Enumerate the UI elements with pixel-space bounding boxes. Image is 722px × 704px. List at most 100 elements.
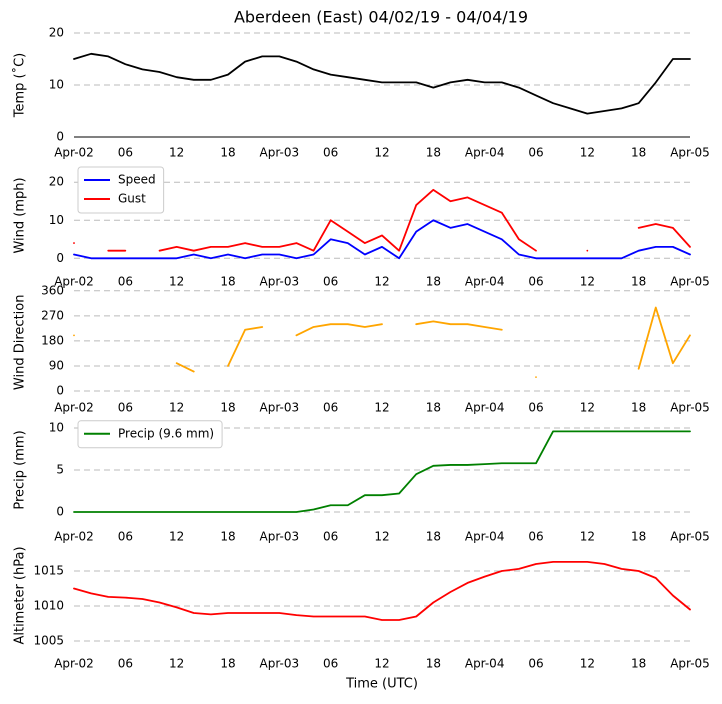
x-tick-label: 12 <box>580 146 595 160</box>
x-tick-label: 18 <box>631 146 646 160</box>
x-tick-label: 18 <box>426 530 441 544</box>
x-tick-label: Apr-04 <box>465 657 505 671</box>
y-tick-label: 10 <box>49 78 64 92</box>
x-tick-label: Apr-02 <box>54 401 94 415</box>
x-tick-label: 12 <box>374 530 389 544</box>
x-tick-label: 06 <box>323 657 338 671</box>
x-tick-label: Apr-05 <box>670 530 710 544</box>
data-line <box>73 306 691 379</box>
x-tick-label: 06 <box>323 146 338 160</box>
x-tick-label: 18 <box>220 530 235 544</box>
data-line <box>73 219 691 260</box>
x-tick-label: Apr-03 <box>260 657 300 671</box>
x-tick-label: Apr-03 <box>260 146 300 160</box>
y-tick-label: 1015 <box>33 564 64 578</box>
legend-label: Gust <box>118 192 146 206</box>
x-tick-label: Apr-03 <box>260 275 300 289</box>
x-tick-label: 18 <box>220 657 235 671</box>
data-line <box>73 52 691 115</box>
x-tick-label: Apr-04 <box>465 530 505 544</box>
x-tick-label: 12 <box>374 657 389 671</box>
x-tick-label: 12 <box>374 146 389 160</box>
x-tick-label: 18 <box>426 146 441 160</box>
y-tick-label: 270 <box>41 308 64 322</box>
x-tick-label: 18 <box>631 401 646 415</box>
y-tick-label: 1010 <box>33 599 64 613</box>
legend: Speed Gust <box>77 166 165 214</box>
x-tick-label: 12 <box>374 275 389 289</box>
legend: Precip (9.6 mm) <box>77 420 223 449</box>
x-tick-label: 18 <box>631 657 646 671</box>
y-tick-label: 20 <box>49 26 64 40</box>
x-tick-label: 06 <box>118 657 133 671</box>
x-tick-label: Apr-02 <box>54 275 94 289</box>
y-axis-label: Wind (mph) <box>13 177 28 253</box>
x-tick-label: 06 <box>528 275 543 289</box>
x-tick-label: 06 <box>323 275 338 289</box>
y-tick-label: 0 <box>56 505 64 519</box>
x-tick-label: Apr-04 <box>465 401 505 415</box>
y-axis-label: Precip (mm) <box>13 430 28 509</box>
x-tick-label: 18 <box>220 146 235 160</box>
x-tick-label: 18 <box>220 401 235 415</box>
x-tick-label: 18 <box>426 401 441 415</box>
legend-box <box>77 166 165 214</box>
y-axis-label: Wind Direction <box>13 295 28 391</box>
data-line <box>73 188 691 252</box>
legend-box <box>77 420 223 449</box>
x-tick-label: 12 <box>580 657 595 671</box>
x-tick-label: 18 <box>426 657 441 671</box>
y-tick-label: 1005 <box>33 634 64 648</box>
x-tick-label: 12 <box>580 401 595 415</box>
y-tick-label: 0 <box>56 251 64 265</box>
x-tick-label: Apr-03 <box>260 401 300 415</box>
x-tick-label: 06 <box>118 401 133 415</box>
x-tick-label: Apr-02 <box>54 146 94 160</box>
x-tick-label: 12 <box>169 657 184 671</box>
x-tick-label: 06 <box>528 146 543 160</box>
y-tick-label: 5 <box>56 463 64 477</box>
x-tick-label: 06 <box>118 146 133 160</box>
chart-title: Aberdeen (East) 04/02/19 - 04/04/19 <box>234 8 528 27</box>
x-tick-label: 12 <box>169 146 184 160</box>
x-tick-label: 12 <box>169 275 184 289</box>
x-tick-label: 18 <box>426 275 441 289</box>
x-tick-label: 18 <box>631 275 646 289</box>
y-tick-label: 0 <box>56 384 64 398</box>
x-axis-label: Time (UTC) <box>345 677 418 692</box>
legend-label: Speed <box>118 173 156 187</box>
x-tick-label: Apr-02 <box>54 657 94 671</box>
x-tick-label: Apr-02 <box>54 530 94 544</box>
y-tick-label: 20 <box>49 175 64 189</box>
y-axis-label: Altimeter (hPa) <box>13 546 28 644</box>
y-tick-label: 10 <box>49 213 64 227</box>
x-tick-label: 18 <box>631 530 646 544</box>
x-tick-label: Apr-04 <box>465 275 505 289</box>
y-tick-label: 0 <box>56 130 64 144</box>
x-tick-label: 06 <box>323 401 338 415</box>
x-tick-label: Apr-05 <box>670 401 710 415</box>
x-tick-label: 06 <box>528 657 543 671</box>
x-tick-label: 06 <box>323 530 338 544</box>
x-tick-label: 12 <box>580 275 595 289</box>
x-tick-label: Apr-05 <box>670 275 710 289</box>
x-tick-label: Apr-05 <box>670 146 710 160</box>
x-tick-label: Apr-04 <box>465 146 505 160</box>
x-tick-label: 12 <box>169 401 184 415</box>
x-tick-label: 12 <box>169 530 184 544</box>
y-tick-label: 180 <box>41 333 64 347</box>
y-tick-label: 90 <box>49 358 64 372</box>
data-line <box>73 561 691 621</box>
legend-label: Precip (9.6 mm) <box>118 426 214 440</box>
x-tick-label: Apr-03 <box>260 530 300 544</box>
x-tick-label: 12 <box>374 401 389 415</box>
x-tick-label: 06 <box>528 530 543 544</box>
x-tick-label: 06 <box>528 401 543 415</box>
y-tick-label: 10 <box>49 421 64 435</box>
y-tick-label: 360 <box>41 283 64 297</box>
x-tick-label: 06 <box>118 530 133 544</box>
data-line <box>73 430 691 513</box>
x-tick-label: 06 <box>118 275 133 289</box>
y-axis-label: Temp (˚C) <box>12 53 28 119</box>
